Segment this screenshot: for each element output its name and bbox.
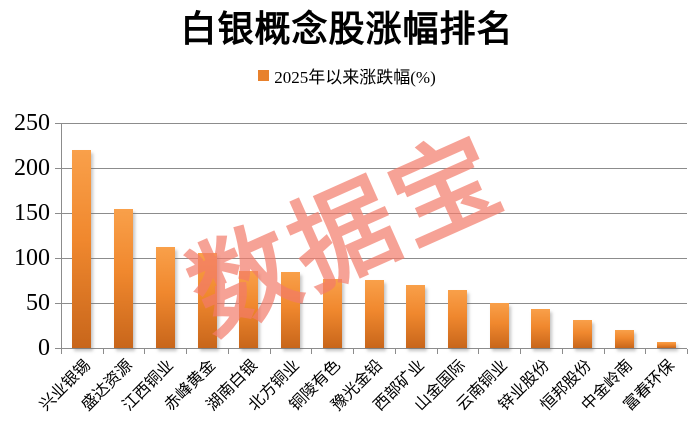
x-tick (227, 349, 229, 354)
bar (197, 252, 217, 348)
y-axis-line (61, 123, 62, 354)
bar (114, 209, 134, 348)
bar (573, 320, 593, 348)
y-axis-tick-label: 200 (14, 155, 50, 181)
x-tick (561, 349, 563, 354)
legend-swatch-icon (258, 69, 270, 81)
x-axis-line (61, 348, 687, 349)
y-axis-tick-label: 250 (14, 110, 50, 136)
x-tick (436, 349, 438, 354)
y-tick (55, 123, 61, 124)
x-tick (186, 349, 188, 354)
y-axis-tick-label: 100 (14, 245, 50, 271)
bar (531, 309, 551, 348)
y-tick (55, 348, 61, 349)
bar (281, 272, 301, 348)
bar (614, 330, 634, 348)
legend: 2025年以来涨跌幅(%) (0, 63, 694, 87)
bar (406, 285, 426, 348)
x-tick (394, 349, 396, 354)
x-tick (478, 349, 480, 354)
bar (447, 289, 467, 348)
bar (155, 247, 175, 348)
x-tick (61, 349, 62, 354)
bar (364, 279, 384, 348)
chart-title: 白银概念股涨幅排名 (180, 9, 514, 49)
gridline (61, 258, 687, 259)
legend-label: 2025年以来涨跌幅(%) (274, 67, 436, 87)
y-tick (55, 213, 61, 214)
x-tick (520, 349, 522, 354)
bar (72, 150, 92, 348)
bar (489, 303, 509, 348)
gridline (61, 168, 687, 169)
x-tick (311, 349, 313, 354)
gridline (61, 123, 687, 124)
gridline (61, 213, 687, 214)
y-axis-tick-label: 0 (38, 335, 50, 361)
y-tick (55, 303, 61, 304)
y-axis-tick-label: 50 (26, 290, 50, 316)
y-tick (55, 258, 61, 259)
x-tick (269, 349, 271, 354)
bar (239, 270, 259, 348)
y-tick (55, 168, 61, 169)
bar (656, 341, 676, 348)
bar (322, 278, 342, 348)
x-tick (144, 349, 146, 354)
x-tick (603, 349, 605, 354)
x-tick (645, 349, 647, 354)
x-tick (353, 349, 355, 354)
y-axis-tick-label: 150 (14, 200, 50, 226)
x-tick (102, 349, 104, 354)
x-tick (687, 349, 688, 354)
